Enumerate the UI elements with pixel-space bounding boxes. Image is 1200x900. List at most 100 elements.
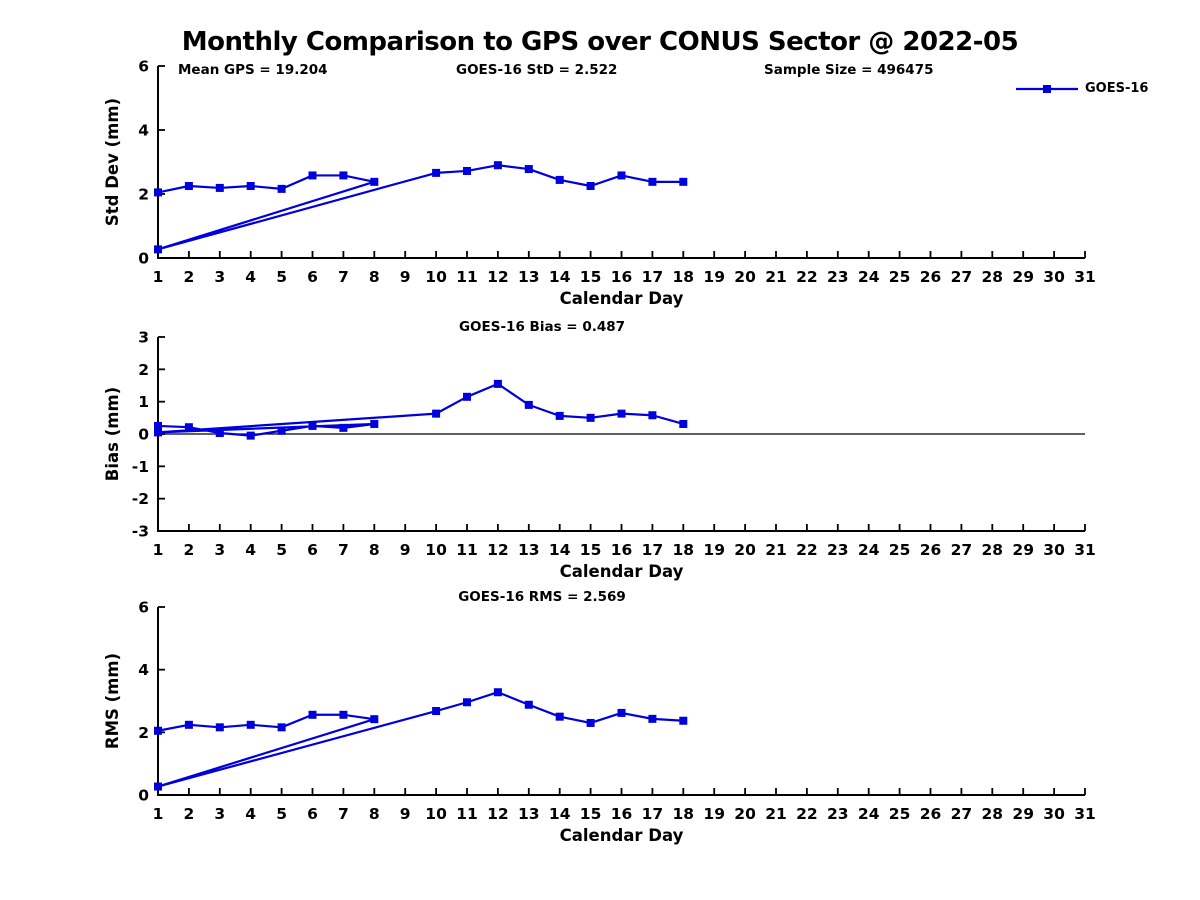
x-tick-label: 4 (245, 541, 256, 559)
x-tick-label: 21 (765, 541, 787, 559)
x-tick-label: 20 (734, 805, 756, 823)
x-tick-label: 20 (734, 268, 756, 286)
data-point-marker (154, 421, 162, 430)
x-tick-label: 16 (611, 805, 633, 823)
x-tick-label: 10 (425, 541, 447, 559)
data-point-marker (648, 411, 657, 420)
annotation-goes16-std: GOES-16 StD = 2.522 (456, 62, 618, 78)
subplot-title: GOES-16 RMS = 2.569 (458, 589, 626, 605)
axis-spine (157, 607, 1085, 796)
series-line (156, 164, 684, 251)
x-tick-label: 27 (951, 805, 973, 823)
x-tick-label: 24 (858, 268, 880, 286)
x-tick-label: 25 (889, 268, 911, 286)
x-tick-label: 20 (734, 541, 756, 559)
x-tick-label: 7 (338, 805, 349, 823)
x-tick-label: 10 (425, 805, 447, 823)
legend: GOES-16 (1016, 81, 1148, 96)
x-tick-label: 18 (673, 268, 695, 286)
x-tick-label: 11 (456, 541, 478, 559)
x-tick-label: 24 (858, 541, 880, 559)
y-tick-label: 6 (138, 58, 149, 76)
y-tick-label: 2 (138, 361, 149, 379)
x-tick-label: 22 (796, 268, 818, 286)
x-tick-label: 13 (518, 805, 540, 823)
data-point-marker (184, 720, 193, 729)
data-point-marker (184, 423, 193, 432)
x-tick-label: 13 (518, 268, 540, 286)
x-tick-label: 15 (580, 268, 602, 286)
y-tick-label: -3 (132, 523, 149, 541)
x-tick-label: 26 (920, 541, 942, 559)
data-point-marker (370, 177, 379, 186)
figure-title: Monthly Comparison to GPS over CONUS Sec… (181, 27, 1019, 57)
data-point-marker (339, 423, 348, 432)
x-tick-label: 23 (827, 268, 849, 286)
x-tick-label: 13 (518, 541, 540, 559)
x-tick-label: 11 (456, 268, 478, 286)
x-tick-label: 2 (184, 541, 195, 559)
subplot-title: GOES-16 Bias = 0.487 (459, 319, 625, 335)
x-tick-label: 8 (369, 268, 380, 286)
x-tick-label: 14 (549, 805, 571, 823)
data-point-marker (586, 182, 595, 190)
x-tick-label: 4 (245, 805, 256, 823)
y-axis-label: Bias (mm) (103, 387, 122, 481)
data-point-marker (246, 720, 255, 729)
x-tick-label: 17 (642, 805, 664, 823)
data-point-marker (339, 710, 348, 719)
x-tick-label: 6 (307, 805, 318, 823)
data-point-marker (524, 700, 533, 709)
x-tick-label: 6 (307, 541, 318, 559)
x-tick-label: 3 (214, 805, 225, 823)
x-tick-label: 8 (369, 805, 380, 823)
data-point-marker (432, 168, 441, 177)
x-tick-label: 1 (153, 541, 164, 559)
y-tick-label: 6 (138, 599, 149, 617)
x-tick-label: 27 (951, 268, 973, 286)
data-point-marker (277, 184, 286, 193)
data-point-marker (648, 714, 657, 723)
data-point-marker (154, 245, 162, 254)
x-tick-label: 10 (425, 268, 447, 286)
x-tick-label: 28 (982, 268, 1004, 286)
data-point-marker (463, 392, 471, 401)
x-tick-label: 7 (338, 268, 349, 286)
data-point-marker (215, 429, 224, 438)
x-tick-label: 9 (400, 541, 411, 559)
x-tick-label: 14 (549, 541, 571, 559)
y-tick-label: 2 (138, 186, 149, 204)
x-tick-label: 1 (153, 268, 164, 286)
x-tick-label: 25 (889, 541, 911, 559)
data-point-marker (154, 428, 162, 437)
y-tick-label: 4 (138, 661, 149, 679)
x-tick-label: 31 (1074, 805, 1096, 823)
x-tick-label: 31 (1074, 268, 1096, 286)
data-point-marker (463, 166, 471, 175)
data-point-marker (432, 409, 441, 418)
x-tick-label: 15 (580, 541, 602, 559)
x-tick-label: 29 (1012, 805, 1034, 823)
x-tick-label: 27 (951, 541, 973, 559)
data-point-marker (524, 165, 533, 174)
y-tick-label: 1 (138, 393, 149, 411)
data-point-marker (493, 379, 502, 388)
data-point-marker (617, 708, 626, 717)
x-tick-label: 22 (796, 541, 818, 559)
y-tick-label: -1 (132, 458, 149, 476)
data-point-marker (277, 723, 286, 732)
x-axis-label: Calendar Day (560, 289, 684, 308)
series-line (156, 382, 684, 437)
data-point-marker (679, 419, 688, 428)
data-point-marker (493, 161, 502, 170)
data-point-marker (463, 698, 471, 707)
x-tick-label: 2 (184, 268, 195, 286)
data-point-marker (648, 177, 657, 186)
x-tick-label: 25 (889, 805, 911, 823)
x-tick-label: 19 (703, 805, 725, 823)
